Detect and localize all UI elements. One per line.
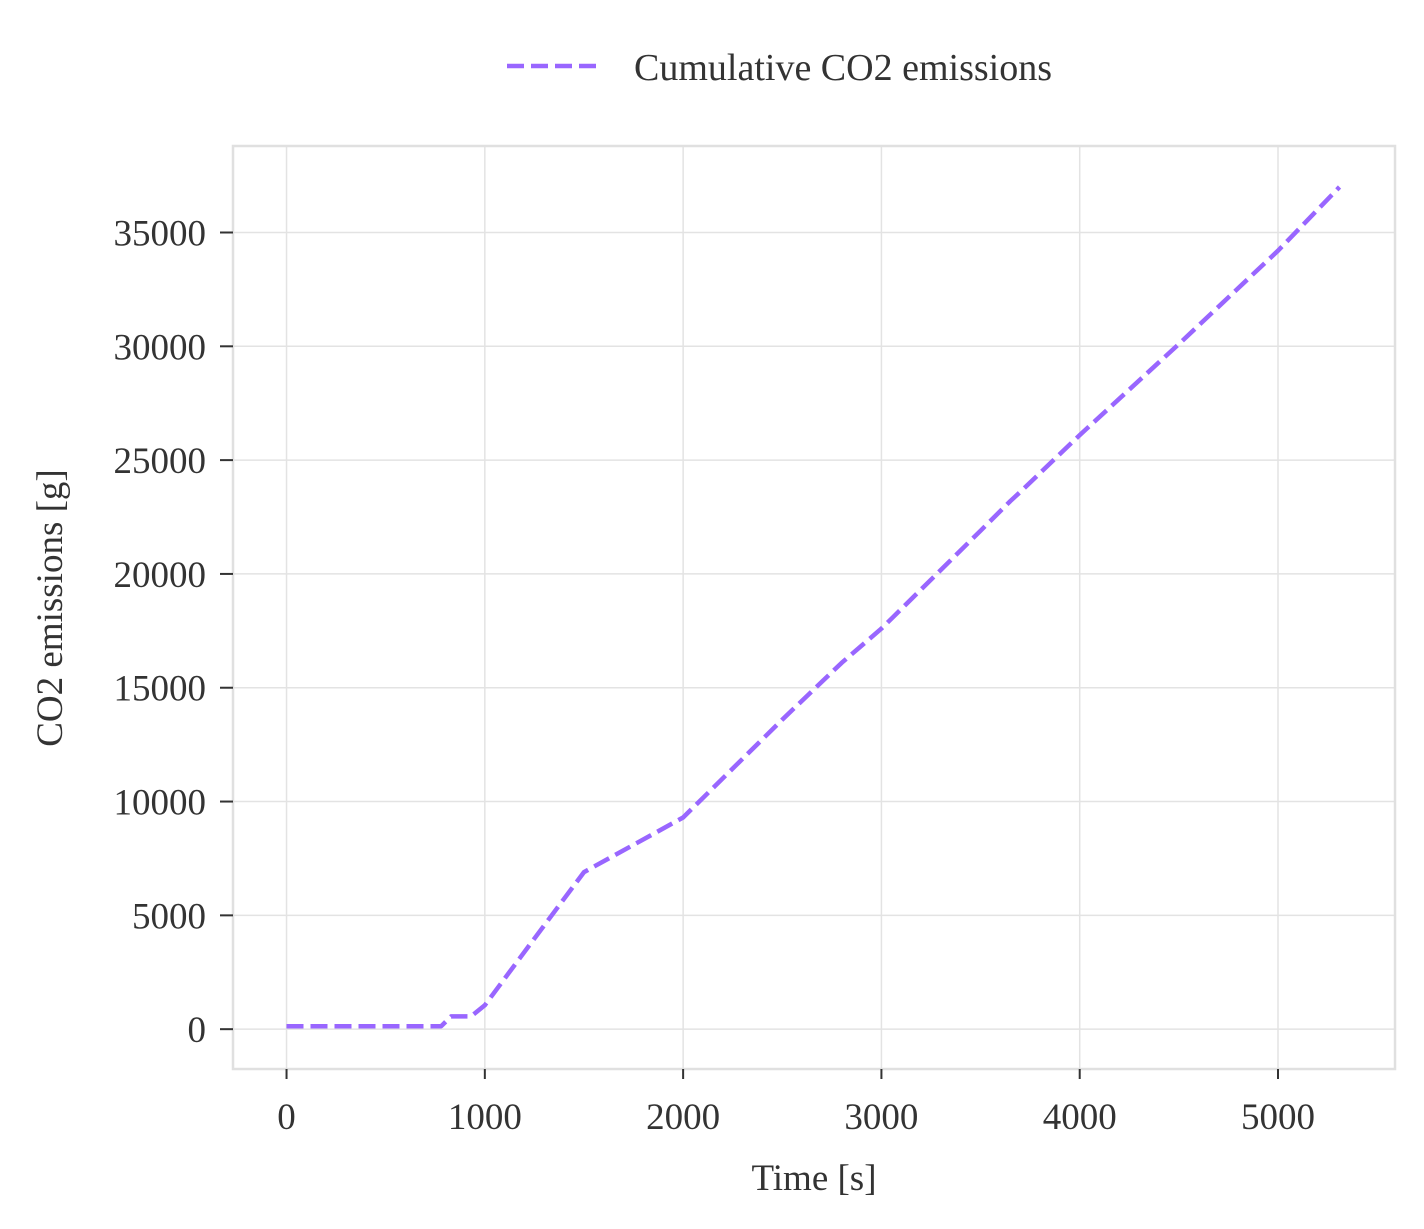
y-tick-label: 25000: [114, 441, 207, 482]
y-tick-label: 0: [188, 1010, 207, 1051]
y-tick-label: 30000: [114, 327, 207, 368]
y-tick-label: 15000: [114, 669, 207, 710]
y-axis-title: CO2 emissions [g]: [30, 469, 71, 747]
y-tick-label: 35000: [114, 213, 207, 254]
plot-area-frame: [231, 144, 1397, 1071]
x-tick-label: 4000: [1043, 1097, 1117, 1138]
legend: Cumulative CO2 emissions: [507, 47, 1052, 89]
x-tick-label: 5000: [1241, 1097, 1315, 1138]
x-axis-title: Time [s]: [751, 1158, 876, 1199]
ticks-layer: 0 1000 2000 3000 4000 5000 0 5000 10000 15000 2000…: [114, 213, 1316, 1138]
series-layer: [286, 185, 1342, 1029]
y-tick-label: 10000: [114, 783, 207, 824]
x-tick-label: 0: [277, 1097, 296, 1138]
series-line-cumulative-co2-emissions: [286, 185, 1342, 1029]
x-tick-label: 2000: [646, 1097, 720, 1138]
x-tick-label: 3000: [844, 1097, 918, 1138]
y-tick-label: 20000: [114, 555, 207, 596]
grid-layer: [233, 146, 1395, 1069]
y-tick-label: 5000: [132, 896, 206, 937]
x-tick-label: 1000: [448, 1097, 522, 1138]
legend-label-cumulative-co2: Cumulative CO2 emissions: [634, 47, 1052, 89]
